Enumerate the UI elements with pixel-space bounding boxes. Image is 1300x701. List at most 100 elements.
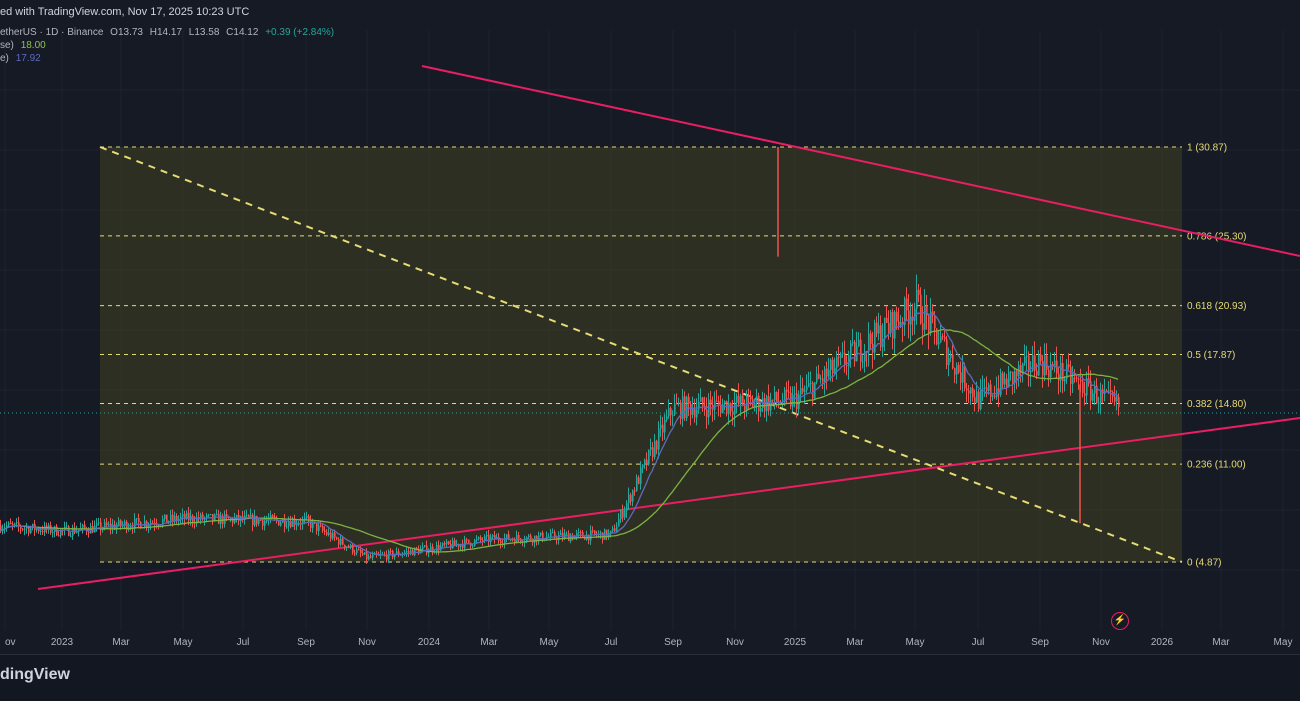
candle-body: [114, 524, 116, 530]
candle-body: [488, 534, 490, 542]
candle-body: [508, 534, 510, 540]
candle-body: [400, 554, 402, 556]
candle-body: [854, 341, 856, 362]
candle-body: [1044, 355, 1046, 376]
tradingview-brand[interactable]: dingView: [0, 666, 70, 683]
candle-body: [292, 519, 294, 527]
candle-body: [542, 532, 544, 541]
candle-body: [788, 391, 790, 393]
candle-body: [786, 389, 788, 392]
candle-body: [766, 396, 768, 412]
candle-body: [796, 393, 798, 410]
candle-body: [32, 523, 34, 529]
candle-body: [920, 294, 922, 324]
descending-resistance-trendline: [421, 65, 1300, 257]
fast-moving-average-line: [0, 310, 1119, 557]
candle-body: [710, 399, 712, 405]
candle-body: [1032, 355, 1034, 371]
chart-legend: etherUS · 1D · Binance O13.73 H14.17 L13…: [0, 26, 338, 65]
candle-body: [444, 542, 446, 545]
candle-body: [98, 522, 100, 524]
candle-body: [188, 512, 190, 521]
candle-body: [968, 390, 970, 394]
candle-body: [776, 391, 778, 402]
candle-body: [138, 518, 140, 523]
candle-body: [960, 372, 962, 383]
candle-body: [482, 540, 484, 542]
ma1-value: 18.00: [20, 40, 46, 51]
candle-body: [492, 535, 494, 538]
candle-body: [136, 518, 138, 520]
candle-body: [936, 328, 938, 345]
candle-body: [850, 343, 852, 356]
lightning-icon[interactable]: ⚡: [1111, 612, 1129, 630]
fib-levels: 1 (30.87) 0.786 (25.30) 0.618 (20.93) 0.5 (…: [100, 143, 1247, 569]
fib-label: 0.236 (11.00): [1187, 460, 1246, 471]
candle-body: [66, 526, 68, 528]
candle-body: [894, 311, 896, 339]
candle-body: [1078, 378, 1080, 380]
candle-body: [84, 524, 86, 529]
fib-label: 0 (4.87): [1187, 558, 1221, 569]
candle-body: [566, 533, 568, 535]
candle-body: [692, 409, 694, 415]
candle-body: [988, 384, 990, 392]
candle-body: [428, 550, 430, 554]
candle-body: [592, 530, 594, 532]
candle-body: [812, 382, 814, 399]
candle-body: [830, 359, 832, 370]
candle-body: [162, 519, 164, 525]
x-tick-label: May: [906, 637, 925, 648]
candle-body: [148, 525, 150, 527]
legend-symbol[interactable]: etherUS · 1D · Binance: [0, 27, 104, 38]
x-tick-label: Jul: [605, 637, 618, 648]
candle-body: [462, 544, 464, 548]
candle-body: [582, 532, 584, 537]
candle-body: [610, 530, 612, 533]
candle-body: [930, 311, 932, 333]
candle-body: [70, 535, 72, 537]
candle-body: [736, 395, 738, 404]
candle-body: [690, 403, 692, 415]
candle-body: [494, 535, 496, 540]
candle-body: [844, 352, 846, 366]
candle-body: [366, 552, 368, 560]
candle-body: [210, 514, 212, 516]
candle-body: [260, 519, 262, 521]
candle-body: [506, 534, 508, 539]
candle-body: [890, 312, 892, 332]
x-tick-label: 2026: [1151, 637, 1174, 648]
ma2-label[interactable]: e): [0, 53, 9, 64]
candle-body: [760, 408, 762, 412]
ma1-label[interactable]: se): [0, 40, 14, 51]
candle-body: [308, 516, 310, 521]
x-tick-label: Sep: [1031, 637, 1049, 648]
candle-body: [1026, 355, 1028, 357]
candle-body: [352, 545, 354, 553]
candle-body: [202, 514, 204, 520]
candle-body: [750, 396, 752, 400]
candle-body: [758, 395, 760, 412]
candle-body: [452, 540, 454, 549]
candle-body: [1082, 381, 1084, 394]
candle-body: [818, 373, 820, 380]
candle-body: [794, 393, 796, 395]
candle-body: [594, 530, 596, 534]
candle-body: [686, 396, 688, 419]
candle-body: [16, 522, 18, 524]
candle-body: [744, 405, 746, 410]
candle-body: [276, 518, 278, 521]
candle-body: [334, 532, 336, 538]
candle-body: [224, 514, 226, 524]
footer-bar: [0, 654, 1300, 701]
candle-body: [438, 545, 440, 551]
x-tick-label: Mar: [480, 637, 498, 648]
candle-body: [942, 336, 944, 338]
candle-body: [1108, 390, 1110, 392]
x-tick-label: 2023: [51, 637, 74, 648]
candle-body: [206, 515, 208, 518]
candle-body: [436, 545, 438, 552]
candle-body: [916, 289, 918, 309]
candle-body: [834, 367, 836, 374]
